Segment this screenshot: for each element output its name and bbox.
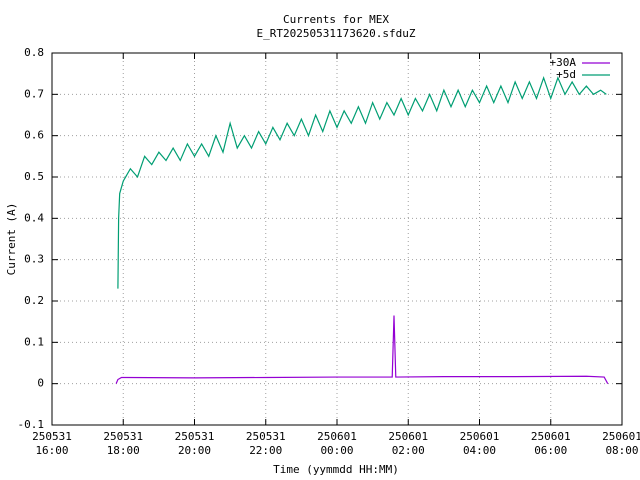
x-tick-label: 250601 08:00 bbox=[602, 430, 640, 457]
legend-label: +30A bbox=[550, 56, 577, 69]
y-tick-label: 0.3 bbox=[24, 253, 44, 266]
y-tick-label: 0.2 bbox=[24, 294, 44, 307]
y-axis-label: Current (A) bbox=[5, 203, 18, 276]
plot-border bbox=[51, 52, 623, 426]
legend-label: +5d bbox=[556, 68, 576, 81]
x-tick-label: 250601 06:00 bbox=[530, 430, 571, 457]
chart-subtitle: E_RT20250531173620.sfduZ bbox=[257, 27, 416, 40]
x-tick-label: 250531 16:00 bbox=[32, 430, 72, 457]
x-tick-label: 250601 00:00 bbox=[317, 430, 357, 457]
series-line bbox=[117, 75, 607, 289]
y-tick-label: 0.6 bbox=[24, 129, 44, 142]
x-tick-label: 250601 04:00 bbox=[459, 430, 500, 457]
series-line bbox=[115, 315, 609, 384]
chart-title: Currents for MEX bbox=[283, 13, 389, 26]
y-tick-label: 0.5 bbox=[24, 170, 44, 183]
x-tick-label: 250531 22:00 bbox=[245, 430, 286, 457]
y-tick-label: 0.7 bbox=[24, 87, 44, 100]
y-tick-label: 0.4 bbox=[24, 211, 44, 224]
y-tick-label: 0 bbox=[37, 377, 44, 390]
x-tick-label: 250601 02:00 bbox=[388, 430, 429, 457]
y-tick-label: 0.8 bbox=[24, 46, 44, 59]
y-tick-label: 0.1 bbox=[24, 335, 44, 348]
x-tick-label: 250531 20:00 bbox=[174, 430, 215, 457]
x-axis-label: Time (yymmdd HH:MM) bbox=[273, 463, 399, 476]
x-tick-label: 250531 18:00 bbox=[103, 430, 144, 457]
y-tick-label: -0.1 bbox=[18, 418, 45, 431]
